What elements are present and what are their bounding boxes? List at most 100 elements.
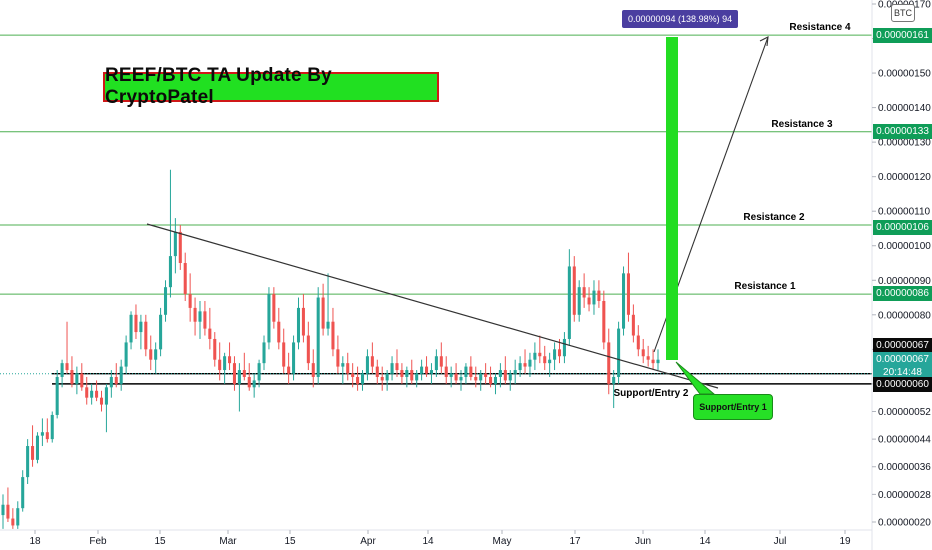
candle-body bbox=[434, 356, 438, 371]
candle-body bbox=[40, 432, 44, 436]
candle-body bbox=[656, 359, 660, 364]
level-layer: Resistance 4 Resistance 3 Resistance 2 Resi… bbox=[0, 22, 872, 399]
candle-body bbox=[587, 297, 591, 305]
x-tick-label: 17 bbox=[569, 536, 581, 547]
candle-body bbox=[617, 328, 621, 377]
candle-body bbox=[60, 363, 64, 377]
y-axis-panel bbox=[872, 0, 932, 550]
candle-body bbox=[651, 359, 655, 364]
candle-body bbox=[134, 314, 138, 333]
candle-body bbox=[124, 342, 128, 367]
candle-body bbox=[223, 356, 227, 371]
candle-body bbox=[508, 373, 512, 381]
level-label: Resistance 1 bbox=[734, 281, 796, 292]
candle-body bbox=[218, 359, 222, 371]
resistance-1-price-tag: 0.00000086 bbox=[873, 286, 932, 301]
candle-body bbox=[484, 373, 488, 377]
candle-body bbox=[90, 390, 94, 398]
candle-body bbox=[168, 256, 172, 288]
candle-body bbox=[70, 370, 74, 384]
resistance-3-price-tag: 0.00000133 bbox=[873, 124, 932, 139]
candle-body bbox=[55, 376, 59, 415]
candle-body bbox=[50, 414, 54, 440]
candle-body bbox=[336, 349, 340, 367]
candle-body bbox=[267, 294, 271, 343]
candle-body bbox=[493, 376, 498, 384]
y-tick-label: 0.00000044 bbox=[878, 435, 931, 446]
candle-body bbox=[621, 273, 626, 329]
y-tick-label: 0.00000150 bbox=[878, 69, 931, 80]
candle-body bbox=[518, 363, 522, 371]
candle-body bbox=[252, 380, 256, 388]
candle-body bbox=[577, 287, 581, 315]
x-tick-label: Mar bbox=[219, 536, 237, 547]
candle-body bbox=[95, 390, 99, 398]
measure-label: 0.00000094 (138.98%) 94 bbox=[622, 10, 739, 28]
candle-body bbox=[474, 376, 478, 381]
candle-body bbox=[188, 294, 192, 308]
candle-body bbox=[346, 363, 350, 374]
candle-body bbox=[444, 366, 448, 377]
level-label: Support/Entry 2 bbox=[613, 388, 688, 399]
candle-body bbox=[395, 363, 399, 371]
currency-unit[interactable]: BTC bbox=[891, 4, 915, 22]
level-label: Resistance 2 bbox=[743, 212, 805, 223]
candle-body bbox=[326, 321, 330, 329]
candle-body bbox=[489, 376, 493, 384]
candle-body bbox=[454, 373, 458, 381]
candle-body bbox=[607, 342, 611, 384]
candle-body bbox=[646, 356, 650, 360]
candle-body bbox=[257, 363, 261, 381]
candle-body bbox=[410, 370, 414, 381]
candle-body bbox=[370, 356, 374, 367]
x-tick-label: 19 bbox=[839, 536, 851, 547]
candle-body bbox=[641, 349, 645, 357]
candle-body bbox=[80, 373, 84, 388]
candle-body bbox=[109, 376, 113, 388]
candle-body bbox=[139, 321, 143, 333]
chart-title: REEF/BTC TA Update By CryptoPatel bbox=[103, 65, 439, 108]
candle-body bbox=[498, 370, 502, 377]
candle-body bbox=[163, 287, 168, 315]
y-tick-label: 0.00000130 bbox=[878, 138, 931, 149]
countdown-tag: 20:14:48 bbox=[873, 365, 932, 380]
entry-price-tag: 0.00000067 bbox=[873, 338, 932, 353]
candle-body bbox=[316, 297, 320, 377]
candle-body bbox=[602, 300, 606, 343]
x-tick-label: 14 bbox=[699, 536, 711, 547]
y-tick-label: 0.00000140 bbox=[878, 103, 931, 114]
x-tick-label: 14 bbox=[422, 536, 434, 547]
candle-body bbox=[528, 359, 532, 367]
candle-body bbox=[26, 446, 30, 478]
y-tick-label: 0.00000020 bbox=[878, 518, 931, 529]
candle-body bbox=[154, 349, 158, 360]
candle-body bbox=[306, 335, 310, 364]
candle-body bbox=[567, 266, 571, 339]
target-bar bbox=[666, 37, 678, 360]
downtrend-line bbox=[146, 223, 719, 389]
candle-body bbox=[360, 373, 365, 384]
candle-body bbox=[237, 370, 241, 384]
candle-body bbox=[99, 397, 104, 405]
candle-body bbox=[282, 342, 286, 367]
candle-body bbox=[385, 373, 389, 381]
level-label: Resistance 4 bbox=[789, 22, 851, 33]
candle-body bbox=[173, 231, 177, 257]
candle-body bbox=[144, 321, 148, 350]
candle-body bbox=[380, 376, 384, 381]
candle-body bbox=[85, 387, 89, 398]
candle-body bbox=[272, 294, 276, 322]
x-tick-label: 15 bbox=[284, 536, 296, 547]
candle-body bbox=[183, 263, 187, 295]
candle-body bbox=[35, 435, 40, 460]
candle-body bbox=[400, 370, 404, 377]
candle-body bbox=[1, 504, 5, 516]
candle-body bbox=[405, 370, 409, 377]
candle-body bbox=[420, 366, 424, 374]
candle-body bbox=[351, 373, 355, 377]
candle-body bbox=[119, 366, 123, 384]
x-tick-label: Feb bbox=[89, 536, 107, 547]
candle-body bbox=[301, 307, 305, 336]
candle-body bbox=[636, 335, 640, 350]
